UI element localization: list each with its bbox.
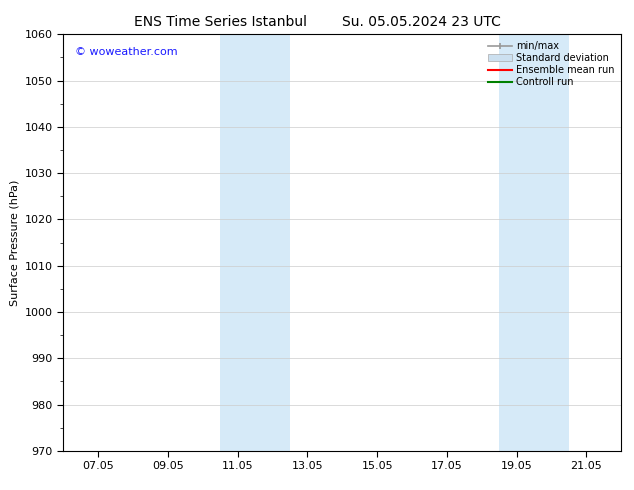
- Legend: min/max, Standard deviation, Ensemble mean run, Controll run: min/max, Standard deviation, Ensemble me…: [486, 39, 616, 89]
- Y-axis label: Surface Pressure (hPa): Surface Pressure (hPa): [10, 179, 19, 306]
- Bar: [500, 34, 569, 451]
- Text: ENS Time Series Istanbul        Su. 05.05.2024 23 UTC: ENS Time Series Istanbul Su. 05.05.2024 …: [134, 15, 500, 29]
- Bar: [221, 34, 290, 451]
- Text: © woweather.com: © woweather.com: [75, 47, 177, 57]
